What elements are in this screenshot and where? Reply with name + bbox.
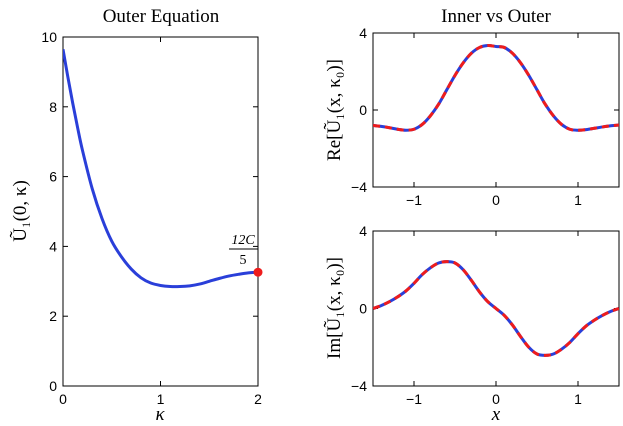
x-tick-label: 1 [157, 391, 165, 407]
x-tick-label: 0 [59, 391, 67, 407]
outer-equation-ylabel: Ũ₁(0, κ) [9, 180, 31, 242]
y-tick-label: −4 [351, 179, 367, 195]
annotation-denominator: 5 [240, 253, 247, 268]
annotation-numerator: 12C [231, 233, 255, 248]
x-tick-label: −1 [406, 391, 422, 407]
x-tick-label: −1 [406, 192, 422, 208]
y-tick-label: 4 [359, 25, 367, 41]
solution-line [63, 48, 258, 289]
endpoint-marker [253, 267, 263, 277]
x-tick-label: 2 [254, 391, 262, 407]
outer-equation-panel: Outer Equation 0 1 2 0 2 4 6 8 10 12C 5 κ Ũ₁(0, … [9, 6, 263, 425]
y-tick-label: 4 [49, 238, 57, 254]
inner-vs-outer-title: Inner vs Outer [441, 6, 551, 27]
outer-equation-title: Outer Equation [103, 6, 220, 27]
y-tick-label: −4 [351, 378, 367, 394]
y-tick-label: 2 [49, 308, 57, 324]
real-part-panel: Inner vs Outer −1 0 1 −4 0 4 Re[Ũ₁(x, κ₀)] [323, 6, 620, 208]
y-tick-label: 4 [359, 223, 367, 239]
y-tick-label: 0 [49, 378, 57, 394]
outer-equation-axes-box [62, 36, 259, 387]
imag-part-panel: −1 0 1 −4 0 4 x Im[Ũ₁(x, κ₀)] [323, 223, 620, 425]
x-tick-label: 0 [492, 192, 500, 208]
imag-part-xlabel: x [491, 404, 501, 425]
x-tick-label: 1 [574, 391, 582, 407]
x-tick-label: 1 [574, 192, 582, 208]
y-tick-label: 10 [41, 29, 57, 45]
y-tick-label: 8 [49, 99, 57, 115]
x-tick-label: 0 [492, 391, 500, 407]
y-tick-label: 0 [359, 301, 367, 317]
y-tick-label: 6 [49, 169, 57, 185]
y-tick-label: 0 [359, 102, 367, 118]
real-part-axes-box [372, 32, 620, 188]
outer-equation-xlabel: κ [155, 404, 165, 425]
outer-solution-dashed-line [373, 43, 619, 132]
outer-solution-dashed-line [373, 260, 619, 357]
real-part-ylabel: Re[Ũ₁(x, κ₀)] [323, 59, 345, 161]
solution-line [373, 43, 619, 132]
imag-part-ylabel: Im[Ũ₁(x, κ₀)] [323, 257, 345, 359]
